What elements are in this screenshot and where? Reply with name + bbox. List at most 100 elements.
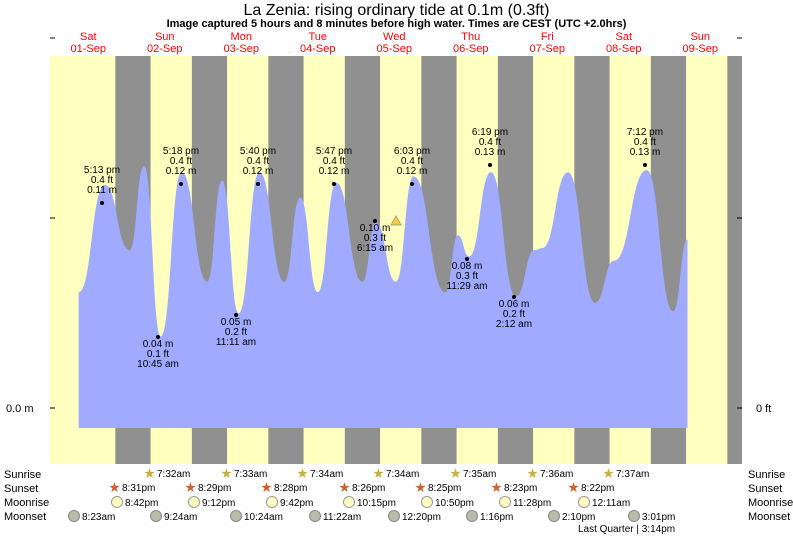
sunrise-star-icon [221,468,232,479]
astro-event: 8:29pm [185,482,231,494]
tide-event-label: 5:40 pm [240,146,276,157]
astro-event-time: 7:37am [616,469,650,480]
tide-event-label: 6:15 am [357,243,393,254]
astro-event: 8:31pm [109,482,155,494]
moonrise-icon [111,496,123,508]
sunset-label-right: Sunset [748,483,783,495]
day-name: Tue [308,31,327,43]
tide-event-label: 0.12 m [397,166,428,177]
astro-event: 7:34am [373,468,419,480]
astro-event: 2:10pm [548,510,595,523]
day-date: 04-Sep [300,43,335,55]
moonset-icon [388,510,400,522]
sunset-star-icon [568,482,579,493]
astro-event: 7:35am [450,468,496,480]
day-name: Sat [80,31,97,43]
sunset-star-icon [415,482,426,493]
tide-event-label: 0.12 m [243,166,274,177]
tide-event-label: 6:19 pm [472,127,508,138]
astro-event: 9:12pm [188,496,235,509]
moon-phase-note: Last Quarter | 3:14pm [578,524,676,535]
moonset-icon [68,510,80,522]
astro-event-time: 12:20pm [402,512,441,523]
moonrise-icon [421,496,433,508]
tide-event-label: 0.4 ft [323,156,345,167]
astro-event-time: 9:12pm [202,498,236,509]
astro-event: 7:32am [144,468,190,480]
astro-event-time: 8:26pm [352,483,386,494]
chart-title: La Zenia: rising ordinary tide at 0.1m (… [243,2,550,19]
sunrise-star-icon [373,468,384,479]
day-name: Mon [231,31,252,43]
tide-event-label: 0.10 m [360,223,391,234]
y-axis-left-label: 0.0 m [6,403,34,415]
tide-event-label: 2:12 am [496,319,532,330]
day-date: 09-Sep [683,43,718,55]
tide-event-label: 0.4 ft [634,137,656,148]
tide-event-label: 0.3 ft [364,233,386,244]
moonset-icon [628,510,640,522]
tide-point [410,182,414,186]
day-date: 02-Sep [147,43,182,55]
astro-event-time: 3:01pm [642,512,676,523]
current-time-marker [390,215,402,226]
astro-event-time: 1:16pm [480,512,514,523]
tide-point [643,163,647,167]
astro-event: 11:28pm [499,496,551,509]
sunset-star-icon [339,482,350,493]
tide-event-label: 0.4 ft [479,137,501,148]
day-date: 03-Sep [224,43,259,55]
tide-point [488,163,492,167]
astro-event: 8:28pm [261,482,307,494]
day-name: Thu [461,31,480,43]
sunset-star-icon [109,482,120,493]
astro-event: 12:11am [578,496,630,509]
tide-event-label: 0.13 m [475,147,506,158]
tide-event-label: 5:47 pm [316,146,352,157]
astro-event: 8:23am [68,510,115,523]
sunset-star-icon [261,482,272,493]
astro-event-time: 8:23am [82,512,116,523]
sunset-star-icon [185,482,196,493]
astro-event: 10:15pm [343,496,396,509]
astro-event: 1:16pm [466,510,513,523]
astro-event: 7:37am [603,468,649,480]
tide-event-label: 0.2 ft [503,309,525,320]
tide-point [332,182,336,186]
astro-event-time: 9:42pm [280,498,314,509]
day-name: Sun [690,31,710,43]
night-band [727,56,742,464]
astro-event: 8:25pm [415,482,461,494]
moonrise-icon [499,496,511,508]
moonset-label-left: Moonset [4,511,47,523]
y-axis-right-label: 0 ft [756,403,771,415]
tide-event-label: 0.4 ft [401,156,423,167]
moonrise-icon [188,496,200,508]
tide-event-label: 6:03 pm [394,146,430,157]
tide-event-label: 0.04 m [143,339,174,350]
tide-point [373,219,377,223]
day-date: 05-Sep [377,43,412,55]
day-name: Sat [615,31,632,43]
astro-event: 10:24am [230,510,283,523]
astro-event: 7:36am [527,468,573,480]
astro-event-time: 11:28pm [513,498,552,509]
astro-event-time: 8:42pm [125,498,159,509]
tide-event-label: 7:12 pm [627,127,663,138]
sunset-star-icon [491,482,502,493]
astro-event-time: 10:15pm [357,498,396,509]
astro-event: 9:24am [150,510,197,523]
tide-event-label: 0.4 ft [170,156,192,167]
astro-event-time: 8:31pm [122,483,156,494]
tide-event-label: 0.4 ft [91,175,113,186]
astro-event: 3:01pm [628,510,675,523]
sunrise-label-right: Sunrise [748,469,786,481]
astro-event: 8:42pm [111,496,158,509]
tide-event-label: 11:29 am [447,281,488,292]
astro-event: 7:33am [221,468,267,480]
tide-event-label: 5:13 pm [84,165,120,176]
tide-event-label: 0.12 m [166,166,197,177]
sunrise-star-icon [297,468,308,479]
tide-event-label: 0.13 m [630,147,661,158]
sunrise-star-icon [450,468,461,479]
